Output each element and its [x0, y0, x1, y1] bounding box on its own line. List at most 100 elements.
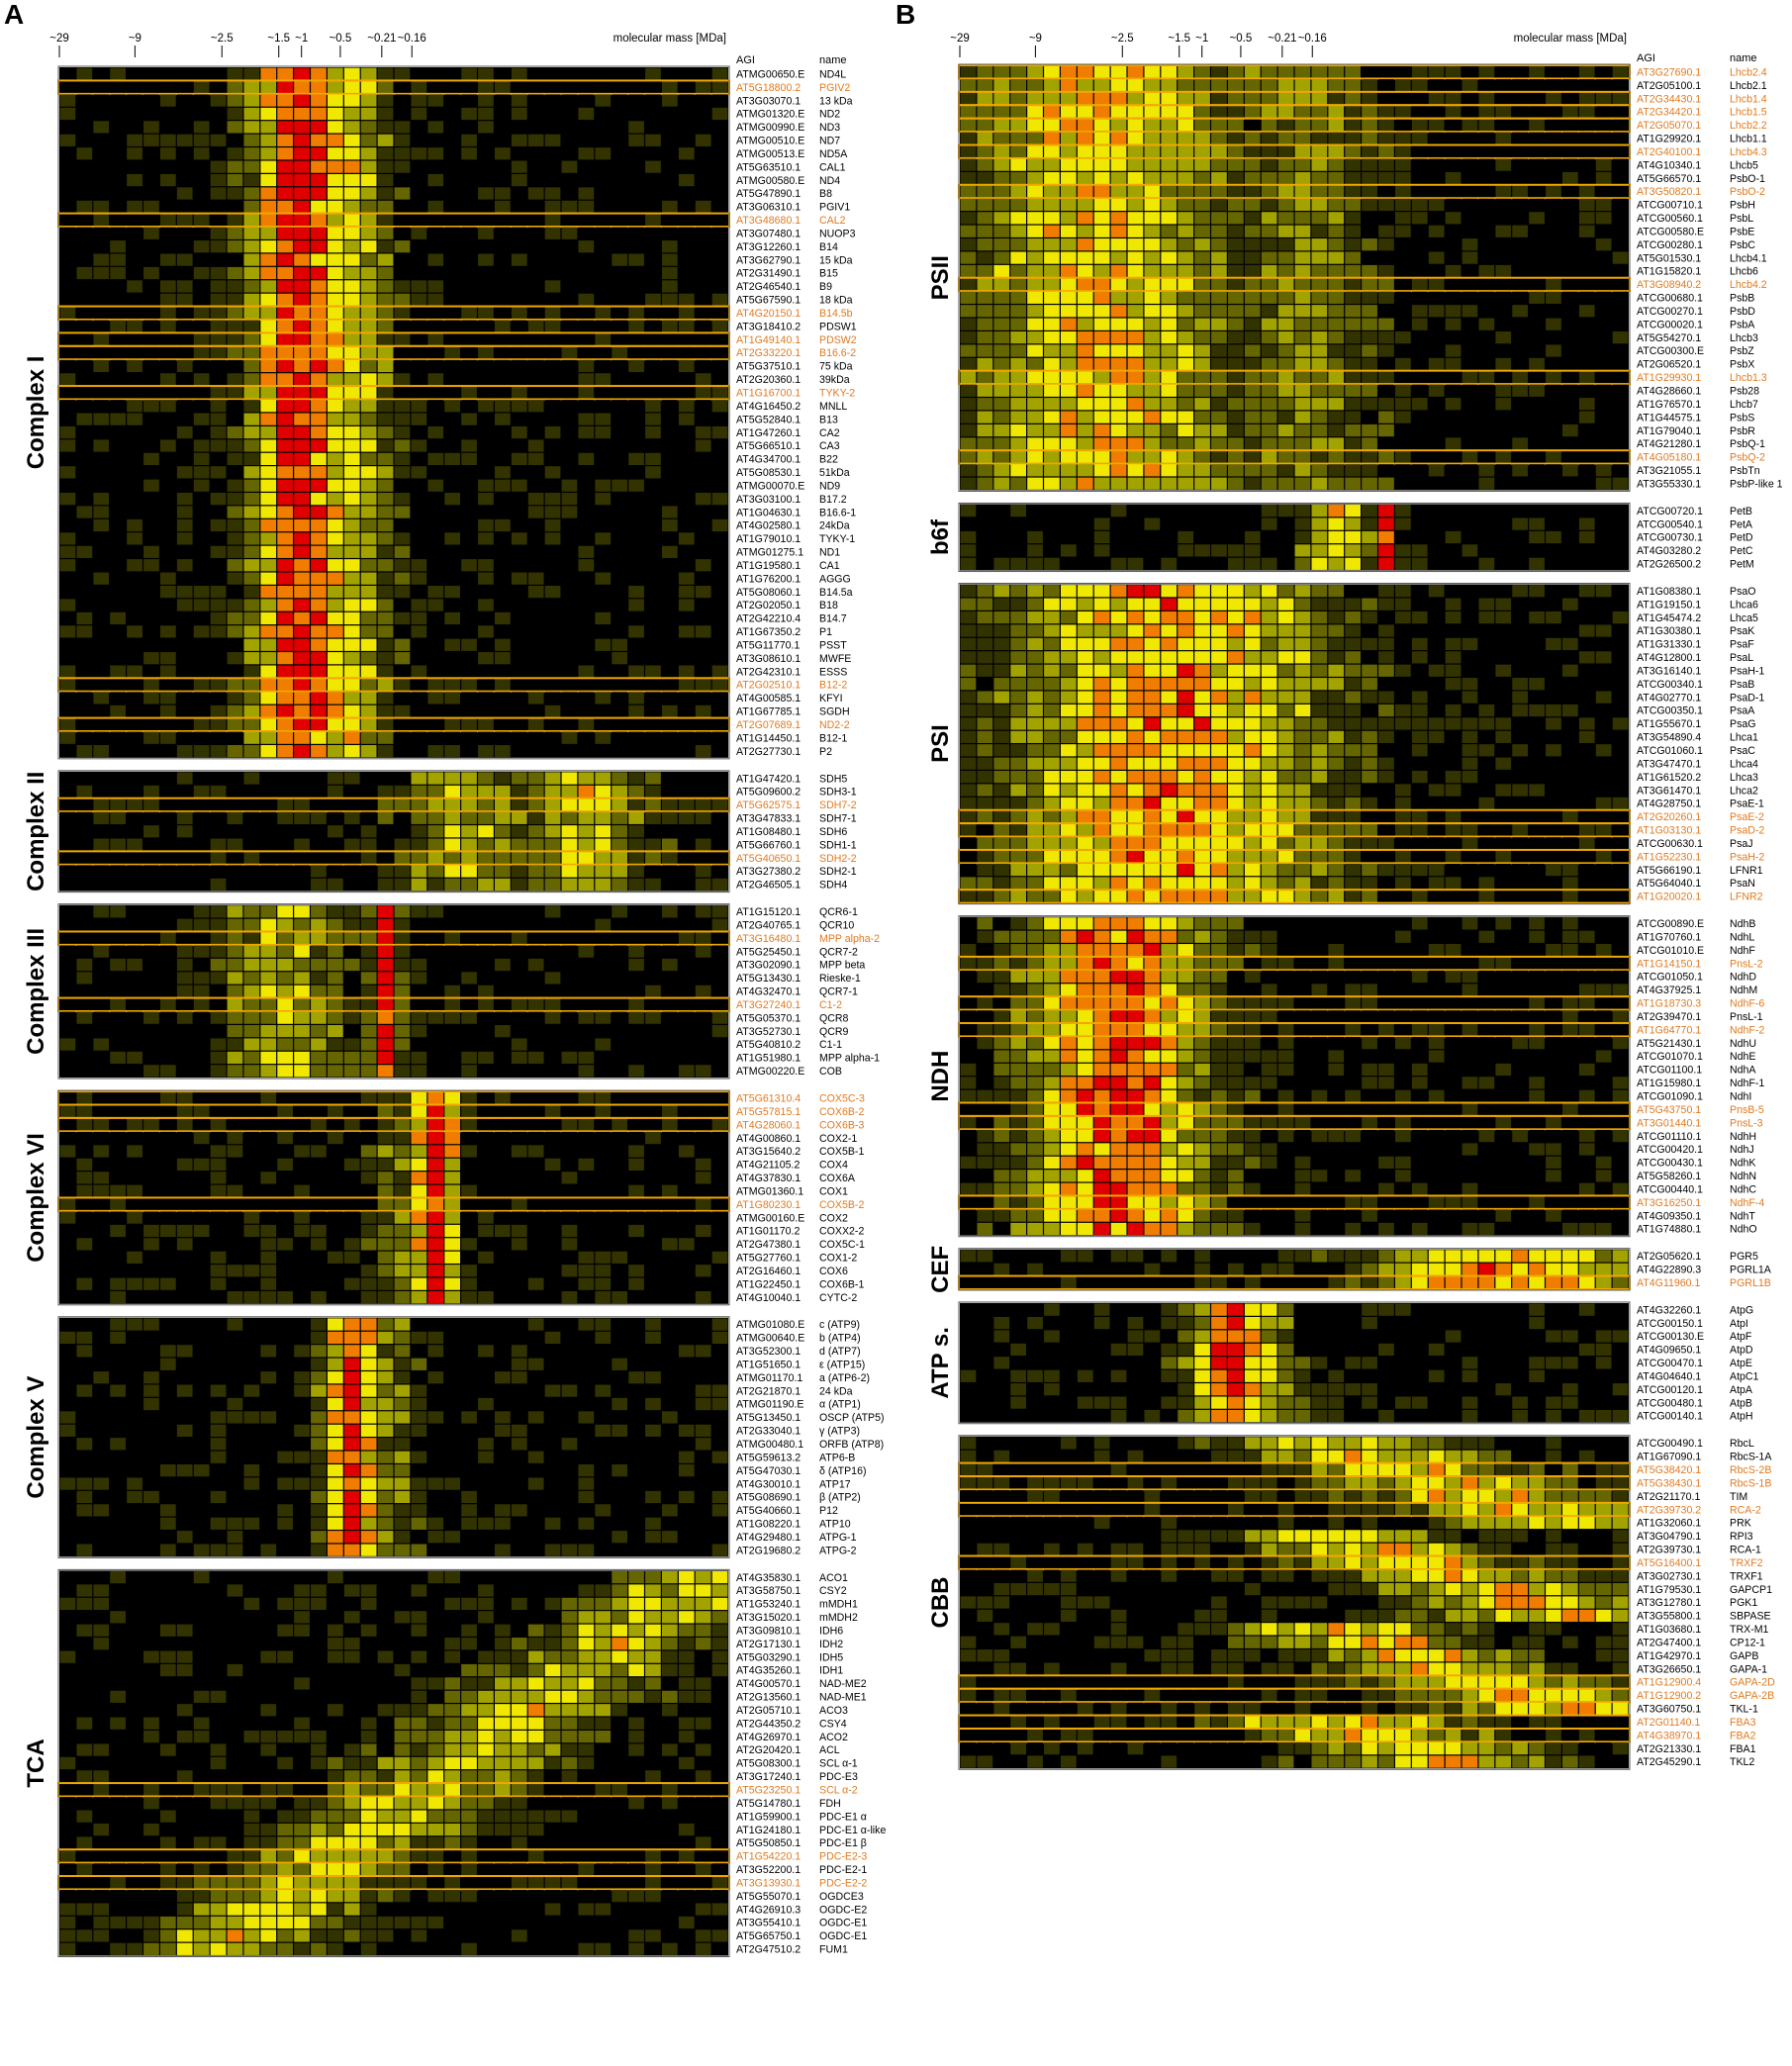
heatmap-cell: [645, 1211, 661, 1223]
heatmap-cell: [461, 718, 477, 730]
row-name-label: ATP10: [819, 1519, 851, 1531]
heatmap-cell: [612, 1238, 627, 1250]
heatmap-cell: [512, 1238, 527, 1250]
heatmap-cell: [77, 1611, 93, 1623]
heatmap-cell: [662, 1172, 678, 1183]
heatmap-cell: [378, 1211, 394, 1223]
heatmap-cell: [211, 1159, 227, 1171]
heatmap-cell: [562, 1038, 578, 1050]
heatmap-cell: [77, 333, 93, 345]
row-name-label: Rieske-1: [819, 973, 861, 985]
row-agi-label: AT4G00860.1: [736, 1133, 801, 1145]
heatmap-cell: [579, 705, 595, 717]
heatmap-cell: [495, 532, 511, 544]
heatmap-cell: [562, 745, 578, 757]
heatmap-cell: [696, 439, 711, 451]
heatmap-cell: [160, 732, 176, 744]
heatmap-cell: [177, 1012, 193, 1024]
heatmap-cell: [662, 612, 678, 624]
heatmap-cell: [545, 1119, 561, 1131]
heatmap-cell: [679, 480, 695, 492]
heatmap-cell: [427, 267, 443, 279]
heatmap-cell: [628, 786, 644, 798]
heatmap-cell: [612, 1025, 627, 1037]
heatmap-cell: [328, 852, 343, 864]
heatmap-cell: [461, 280, 477, 292]
heatmap-cell: [427, 1638, 443, 1649]
heatmap-cell: [612, 1211, 627, 1223]
heatmap-cell: [93, 905, 109, 917]
heatmap-cell: [427, 1598, 443, 1610]
heatmap-cell: [194, 1584, 210, 1596]
heatmap-cell: [378, 1052, 394, 1064]
heatmap-cell: [77, 1065, 93, 1077]
heatmap-cell: [60, 426, 76, 438]
heatmap-cell: [211, 998, 227, 1010]
heatmap-cell: [228, 333, 243, 345]
heatmap-cell: [495, 174, 511, 186]
heatmap-cell: [679, 705, 695, 717]
heatmap-cell: [60, 1371, 76, 1383]
heatmap-cell: [244, 546, 260, 558]
heatmap-cell: [228, 240, 243, 252]
heatmap-cell: [177, 1691, 193, 1703]
heatmap-cell: [361, 1185, 377, 1197]
heatmap-cell: [143, 94, 159, 106]
heatmap-cell: [110, 932, 126, 944]
heatmap-cell: [579, 1584, 595, 1596]
heatmap-cell: [495, 625, 511, 637]
heatmap-cell: [495, 307, 511, 319]
heatmap-cell: [461, 68, 477, 80]
heatmap-cell: [579, 1452, 595, 1463]
heatmap-cell: [579, 280, 595, 292]
heatmap-cell: [244, 1504, 260, 1516]
heatmap-cell: [612, 839, 627, 851]
heatmap-cell: [495, 559, 511, 571]
heatmap-cell: [612, 852, 627, 864]
heatmap-cell: [260, 1265, 276, 1276]
heatmap-cell: [612, 387, 627, 399]
heatmap-cell: [211, 1650, 227, 1662]
heatmap-cell: [311, 1477, 327, 1489]
heatmap-cell: [277, 812, 293, 824]
row-agi-label: AT2G16460.1: [736, 1266, 801, 1277]
heatmap-cell: [562, 1491, 578, 1503]
heatmap-cell: [712, 705, 728, 717]
heatmap-cell: [378, 1411, 394, 1423]
heatmap-cell: [311, 1092, 327, 1104]
heatmap-cell: [311, 519, 327, 531]
heatmap-cell: [143, 1052, 159, 1064]
heatmap-cell: [612, 1438, 627, 1450]
heatmap-cell: [427, 1132, 443, 1144]
heatmap-cell: [545, 294, 561, 306]
heatmap-cell: [260, 1425, 276, 1437]
heatmap-cell: [696, 1504, 711, 1516]
heatmap-cell: [143, 1332, 159, 1344]
heatmap-cell: [311, 1359, 327, 1370]
heatmap-cell: [444, 1518, 460, 1530]
heatmap-cell: [110, 1477, 126, 1489]
heatmap-cell: [294, 1638, 310, 1649]
heatmap-cell: [160, 1052, 176, 1064]
heatmap-cell: [60, 932, 76, 944]
heatmap-cell: [127, 214, 142, 226]
heatmap-cell: [328, 1464, 343, 1476]
heatmap-cell: [696, 121, 711, 133]
heatmap-cell: [427, 625, 443, 637]
heatmap-cell: [679, 1385, 695, 1397]
heatmap-cell: [294, 1012, 310, 1024]
heatmap-cell: [194, 174, 210, 186]
heatmap-cell: [628, 772, 644, 784]
heatmap-cell: [579, 68, 595, 80]
heatmap-cell: [311, 732, 327, 744]
row-name-label: B12-2: [819, 680, 847, 692]
heatmap-cell: [395, 94, 411, 106]
heatmap-cell: [579, 360, 595, 372]
heatmap-cell: [412, 666, 427, 678]
heatmap-cell: [211, 1398, 227, 1410]
heatmap-cell: [595, 333, 611, 345]
heatmap-cell: [194, 240, 210, 252]
heatmap-cell: [395, 1545, 411, 1556]
heatmap-cell: [244, 1291, 260, 1303]
heatmap-cell: [595, 625, 611, 637]
